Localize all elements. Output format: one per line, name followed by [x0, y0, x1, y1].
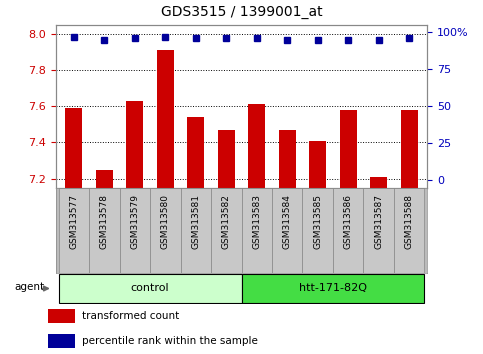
Bar [272, 188, 302, 273]
Text: GSM313588: GSM313588 [405, 194, 413, 250]
Bar [370, 177, 387, 188]
Bar [150, 188, 181, 273]
Bar [333, 188, 363, 273]
Text: GSM313578: GSM313578 [100, 194, 109, 250]
Bar [340, 110, 356, 188]
Text: htt-171-82Q: htt-171-82Q [299, 283, 367, 293]
Bar [302, 188, 333, 273]
Bar [248, 104, 265, 188]
Text: GSM313580: GSM313580 [161, 194, 170, 250]
Bar [279, 130, 296, 188]
Bar [242, 274, 425, 303]
Bar [157, 50, 174, 188]
Bar [363, 188, 394, 273]
Text: GSM313585: GSM313585 [313, 194, 322, 250]
Text: percentile rank within the sample: percentile rank within the sample [82, 336, 258, 346]
Bar [96, 170, 113, 188]
Text: GSM313583: GSM313583 [252, 194, 261, 250]
Bar [394, 188, 425, 273]
Bar [211, 188, 242, 273]
Text: GDS3515 / 1399001_at: GDS3515 / 1399001_at [161, 5, 322, 19]
Bar [120, 188, 150, 273]
Bar [48, 309, 75, 323]
Text: GSM313584: GSM313584 [283, 194, 292, 249]
Bar [89, 188, 120, 273]
Text: control: control [131, 283, 170, 293]
Text: agent: agent [14, 282, 44, 292]
Text: GSM313587: GSM313587 [374, 194, 383, 250]
Bar [309, 141, 326, 188]
Text: GSM313582: GSM313582 [222, 194, 231, 249]
Bar [127, 101, 143, 188]
Text: GSM313581: GSM313581 [191, 194, 200, 250]
Bar [181, 188, 211, 273]
Text: GSM313579: GSM313579 [130, 194, 139, 250]
Bar [187, 117, 204, 188]
Bar [58, 188, 89, 273]
Text: transformed count: transformed count [82, 311, 179, 321]
Text: GSM313577: GSM313577 [70, 194, 78, 250]
Bar [242, 188, 272, 273]
Text: GSM313586: GSM313586 [344, 194, 353, 250]
Bar [66, 108, 82, 188]
Bar [48, 334, 75, 348]
Bar [58, 274, 242, 303]
Bar [401, 110, 417, 188]
Bar [218, 130, 235, 188]
